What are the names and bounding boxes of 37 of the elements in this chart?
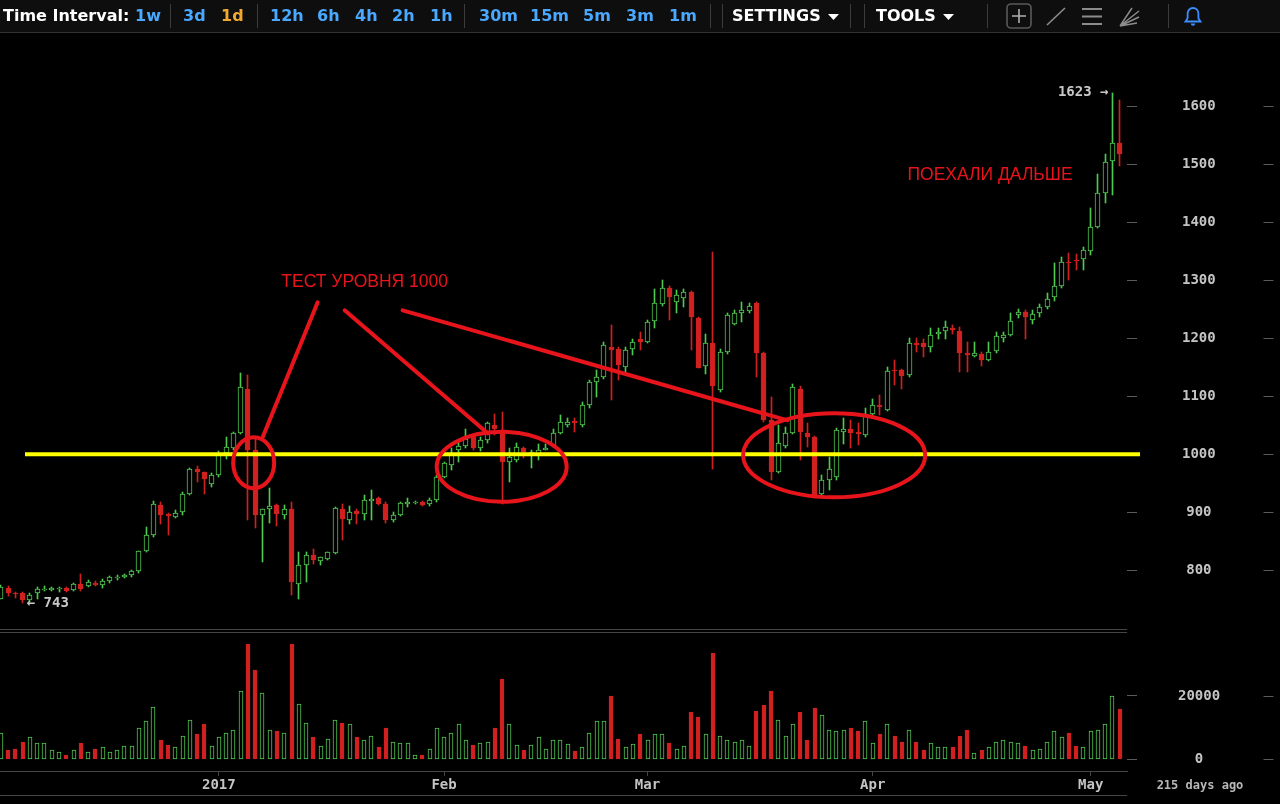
text: 15m xyxy=(530,5,569,27)
text: 1d xyxy=(221,5,244,27)
text: 1h xyxy=(430,5,453,27)
x-tick-label: Apr xyxy=(860,776,886,793)
text: 3m xyxy=(626,5,654,27)
text: 6h xyxy=(317,5,340,27)
text: Time Interval: xyxy=(3,5,130,27)
text: 5m xyxy=(583,5,611,27)
text: 4h xyxy=(355,5,378,27)
y-tick-label: 1400 xyxy=(1182,212,1216,229)
text: SETTINGS xyxy=(732,5,821,27)
text: 30m xyxy=(479,5,518,27)
x-tick-label: 2017 xyxy=(202,776,236,793)
y-tick-label: 1200 xyxy=(1182,328,1216,345)
annotation: ← 743 xyxy=(26,593,69,610)
annotation: 1623 → xyxy=(1057,83,1109,100)
y-tick-label: 0 xyxy=(1194,749,1204,766)
text: 3d xyxy=(183,5,206,27)
y-tick-label: 900 xyxy=(1186,502,1212,519)
x-tick-label: Feb xyxy=(431,776,457,793)
y-tick-label: 800 xyxy=(1186,560,1212,577)
text: 2h xyxy=(392,5,415,27)
text: 1w xyxy=(135,5,161,27)
y-tick-label: 1000 xyxy=(1182,444,1216,461)
text: 1m xyxy=(669,5,697,27)
y-tick-label: 1500 xyxy=(1182,154,1216,171)
y-tick-label: 1100 xyxy=(1182,386,1216,403)
y-tick-label: 1300 xyxy=(1182,270,1216,287)
text: 215 days ago xyxy=(1155,777,1245,794)
text: TOOLS xyxy=(876,5,936,27)
x-tick-label: May xyxy=(1078,776,1104,793)
x-tick-label: Mar xyxy=(634,776,661,793)
text: 12h xyxy=(270,5,304,27)
y-tick-label: 1600 xyxy=(1182,96,1216,113)
annotation: ТЕСТ УРОВНЯ 1000 xyxy=(281,271,449,292)
y-tick-label: 20000 xyxy=(1177,686,1221,703)
annotation: ПОЕХАЛИ ДАЛЬШЕ xyxy=(907,163,1073,184)
